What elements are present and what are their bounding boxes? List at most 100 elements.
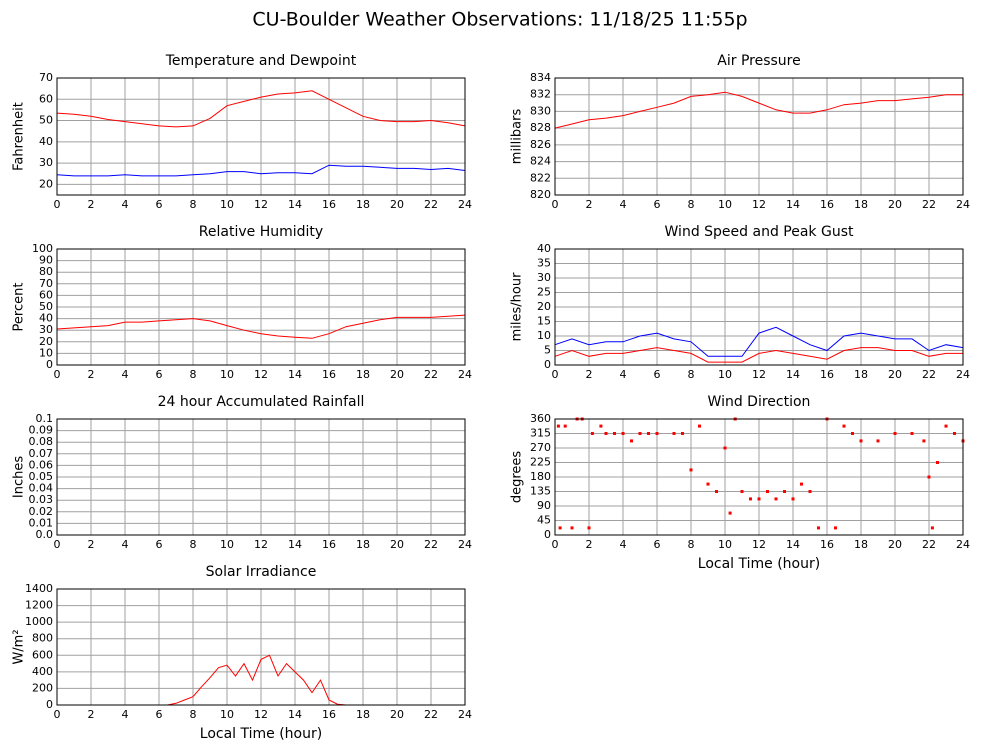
x-tick-label: 12 [254, 538, 268, 551]
y-tick-label: 15 [537, 315, 551, 328]
x-tick-label: 16 [820, 368, 834, 381]
x-tick-label: 10 [220, 198, 234, 211]
x-tick-label: 0 [54, 538, 61, 551]
data-line [57, 654, 465, 706]
y-tick-label: 20 [39, 335, 53, 348]
x-tick-label: 8 [190, 538, 197, 551]
x-tick-label: 18 [356, 368, 370, 381]
y-tick-label: 200 [32, 681, 53, 694]
data-point [740, 490, 744, 493]
chart-title: Solar Irradiance [206, 564, 317, 580]
data-point [698, 424, 701, 428]
data-point [800, 482, 803, 486]
data-point [893, 432, 897, 435]
x-tick-label: 6 [654, 368, 661, 381]
x-tick-label: 16 [322, 538, 336, 551]
chart-title: Temperature and Dewpoint [165, 53, 357, 69]
data-point [706, 482, 710, 486]
plot-frame [56, 588, 466, 706]
data-point [757, 497, 761, 501]
data-point [953, 432, 956, 435]
y-tick-label: 100 [32, 242, 53, 255]
x-tick-label: 22 [922, 198, 936, 211]
y-tick-label: 20 [537, 300, 551, 313]
data-point [604, 432, 608, 435]
chart-title: Relative Humidity [199, 224, 323, 240]
x-tick-label: 10 [718, 198, 732, 211]
y-tick-label: 25 [537, 286, 551, 299]
x-tick-label: 2 [586, 538, 593, 551]
data-point [672, 432, 676, 435]
data-point [749, 497, 752, 501]
data-point [936, 461, 939, 464]
y-tick-label: 0.03 [29, 493, 54, 506]
x-tick-label: 4 [122, 708, 129, 721]
x-tick-label: 0 [54, 198, 61, 211]
data-point [851, 432, 854, 435]
data-point [910, 432, 914, 435]
data-line [56, 314, 466, 339]
y-tick-label: 826 [530, 138, 551, 151]
x-tick-label: 14 [786, 538, 800, 551]
y-tick-label: 90 [39, 254, 53, 267]
data-point [621, 432, 625, 435]
y-axis-label: millibars [510, 109, 525, 165]
x-tick-label: 16 [322, 708, 336, 721]
x-tick-label: 16 [820, 198, 834, 211]
plot-frame [56, 77, 466, 196]
page-title: CU-Boulder Weather Observations: 11/18/2… [252, 9, 747, 31]
x-tick-label: 20 [888, 538, 902, 551]
y-tick-label: 0 [544, 528, 551, 541]
y-tick-label: 832 [530, 88, 551, 101]
chart-title: 24 hour Accumulated Rainfall [158, 394, 365, 410]
x-tick-label: 0 [54, 708, 61, 721]
y-tick-label: 180 [530, 470, 551, 483]
x-tick-label: 4 [122, 198, 129, 211]
data-point [558, 526, 562, 530]
x-tick-label: 20 [888, 198, 902, 211]
data-point [630, 439, 633, 443]
x-tick-label: 20 [390, 198, 404, 211]
data-point [689, 468, 693, 472]
x-tick-label: 2 [586, 368, 593, 381]
data-point [556, 424, 560, 428]
plot-frame [554, 418, 964, 536]
y-tick-label: 35 [537, 257, 551, 270]
x-tick-label: 8 [190, 708, 197, 721]
y-tick-label: 0.05 [29, 470, 54, 483]
y-tick-label: 225 [530, 456, 551, 469]
x-tick-label: 2 [88, 198, 95, 211]
x-tick-label: 4 [620, 538, 627, 551]
y-tick-label: 0 [544, 358, 551, 371]
x-tick-label: 2 [88, 538, 95, 551]
data-point [599, 424, 603, 428]
x-tick-label: 10 [220, 708, 234, 721]
y-tick-label: 400 [32, 665, 53, 678]
y-tick-label: 5 [544, 344, 551, 357]
x-tick-label: 6 [654, 198, 661, 211]
x-tick-label: 0 [552, 368, 559, 381]
y-tick-label: 135 [530, 485, 551, 498]
y-tick-label: 60 [39, 288, 53, 301]
y-tick-label: 1000 [25, 615, 53, 628]
y-tick-label: 1400 [25, 582, 53, 595]
y-tick-label: 30 [39, 323, 53, 336]
data-point [728, 511, 732, 515]
plot-frame [56, 248, 466, 366]
data-point [715, 490, 718, 493]
y-axis-label: W/m² [12, 629, 27, 664]
x-tick-label: 12 [752, 198, 766, 211]
x-tick-label: 14 [288, 198, 302, 211]
y-tick-label: 600 [32, 648, 53, 661]
x-tick-label: 12 [752, 538, 766, 551]
data-point [817, 526, 820, 530]
x-tick-label: 18 [854, 198, 868, 211]
x-tick-label: 4 [122, 368, 129, 381]
y-tick-label: 0.07 [29, 447, 54, 460]
y-tick-label: 0.04 [29, 482, 54, 495]
y-tick-label: 360 [530, 412, 551, 425]
x-tick-label: 8 [688, 198, 695, 211]
y-tick-label: 830 [530, 104, 551, 117]
y-tick-label: 0.1 [36, 412, 54, 425]
x-tick-label: 20 [888, 368, 902, 381]
